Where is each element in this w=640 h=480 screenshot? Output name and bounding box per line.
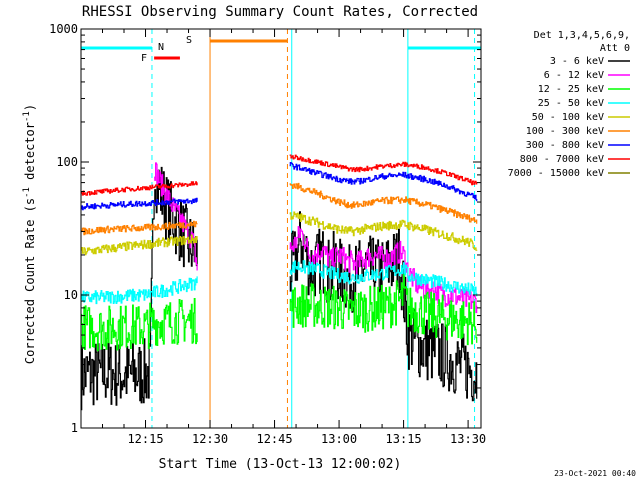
series-800_7000keV-segment-1 [289, 154, 478, 186]
ylabel-main: Corrected Count Rate (s [23, 198, 37, 364]
night-label: N [158, 42, 164, 53]
saa-label: S [186, 35, 192, 46]
y-tick-label-0: 1 [71, 421, 78, 435]
footer-date: 23-Oct-2021 00:40 [554, 469, 636, 478]
chart-title: RHESSI Observing Summary Count Rates, Co… [82, 4, 478, 20]
plot-frame [80, 28, 482, 429]
legend-label-4: 50 - 100 keV [532, 112, 604, 123]
y-tick-label-3: 1000 [49, 22, 78, 36]
flare-label: F [141, 53, 147, 64]
x-tick-label-2: 12:45 [256, 432, 292, 446]
legend-label-8: 7000 - 15000 keV [508, 168, 604, 179]
ylabel-sup2: -1 [22, 111, 32, 122]
legend-label-7: 800 - 7000 keV [520, 154, 604, 165]
series-12_25keV-segment-0 [81, 298, 198, 352]
series-300_800keV-segment-0 [81, 197, 198, 211]
series-50_100keV-segment-0 [81, 234, 198, 256]
series-25_50keV-segment-0 [81, 276, 198, 305]
series-6_12keV-segment-0 [154, 162, 198, 271]
ylabel-sup1: -1 [22, 187, 32, 198]
axes: 12:15 12:30 12:45 13:00 13:15 13:30 1 10 100 1000 [49, 22, 486, 446]
y-axis-label: Corrected Count Rate (s-1 detector-1) [22, 104, 37, 364]
y-tick-label-2: 100 [56, 155, 78, 169]
ylabel-mid: detector [23, 122, 37, 187]
series-3_6keV-segment-0 [81, 166, 198, 411]
legend-label-5: 100 - 300 keV [526, 126, 604, 137]
series-25_50keV-segment-1 [289, 260, 478, 297]
x-tick-label-5: 13:30 [450, 432, 486, 446]
legend: Det 1,3,4,5,6,9, Att 0 3 - 6 keV 6 - 12 keV… [508, 30, 630, 179]
series-6_12keV-segment-1 [289, 226, 478, 314]
x-tick-label-0: 12:15 [127, 432, 163, 446]
series-50_100keV-segment-1 [289, 211, 478, 251]
series-300_800keV-segment-1 [289, 162, 478, 202]
legend-label-3: 25 - 50 keV [538, 98, 604, 109]
y-tick-label-1: 10 [64, 288, 78, 302]
legend-header-0: Det 1,3,4,5,6,9, [534, 30, 630, 41]
legend-label-1: 6 - 12 keV [544, 70, 604, 81]
legend-label-2: 12 - 25 keV [538, 84, 604, 95]
legend-label-6: 300 - 800 keV [526, 140, 604, 151]
x-tick-label-3: 13:00 [321, 432, 357, 446]
x-tick-label-4: 13:15 [386, 432, 422, 446]
plot-area: N S F [81, 29, 481, 428]
legend-header-1: Att 0 [600, 43, 630, 54]
legend-label-0: 3 - 6 keV [550, 56, 604, 67]
ylabel-end: ) [23, 104, 37, 111]
x-tick-label-1: 12:30 [192, 432, 228, 446]
series-100_300keV-segment-1 [289, 182, 478, 224]
x-axis-label: Start Time (13-Oct-13 12:00:02) [159, 457, 402, 472]
svg-text:Corrected Count Rate (s-1 dete: Corrected Count Rate (s-1 detector-1) [22, 104, 37, 364]
series-100_300keV-segment-0 [81, 220, 198, 236]
series-800_7000keV-segment-0 [81, 181, 198, 196]
series-12_25keV-segment-1 [289, 273, 478, 346]
